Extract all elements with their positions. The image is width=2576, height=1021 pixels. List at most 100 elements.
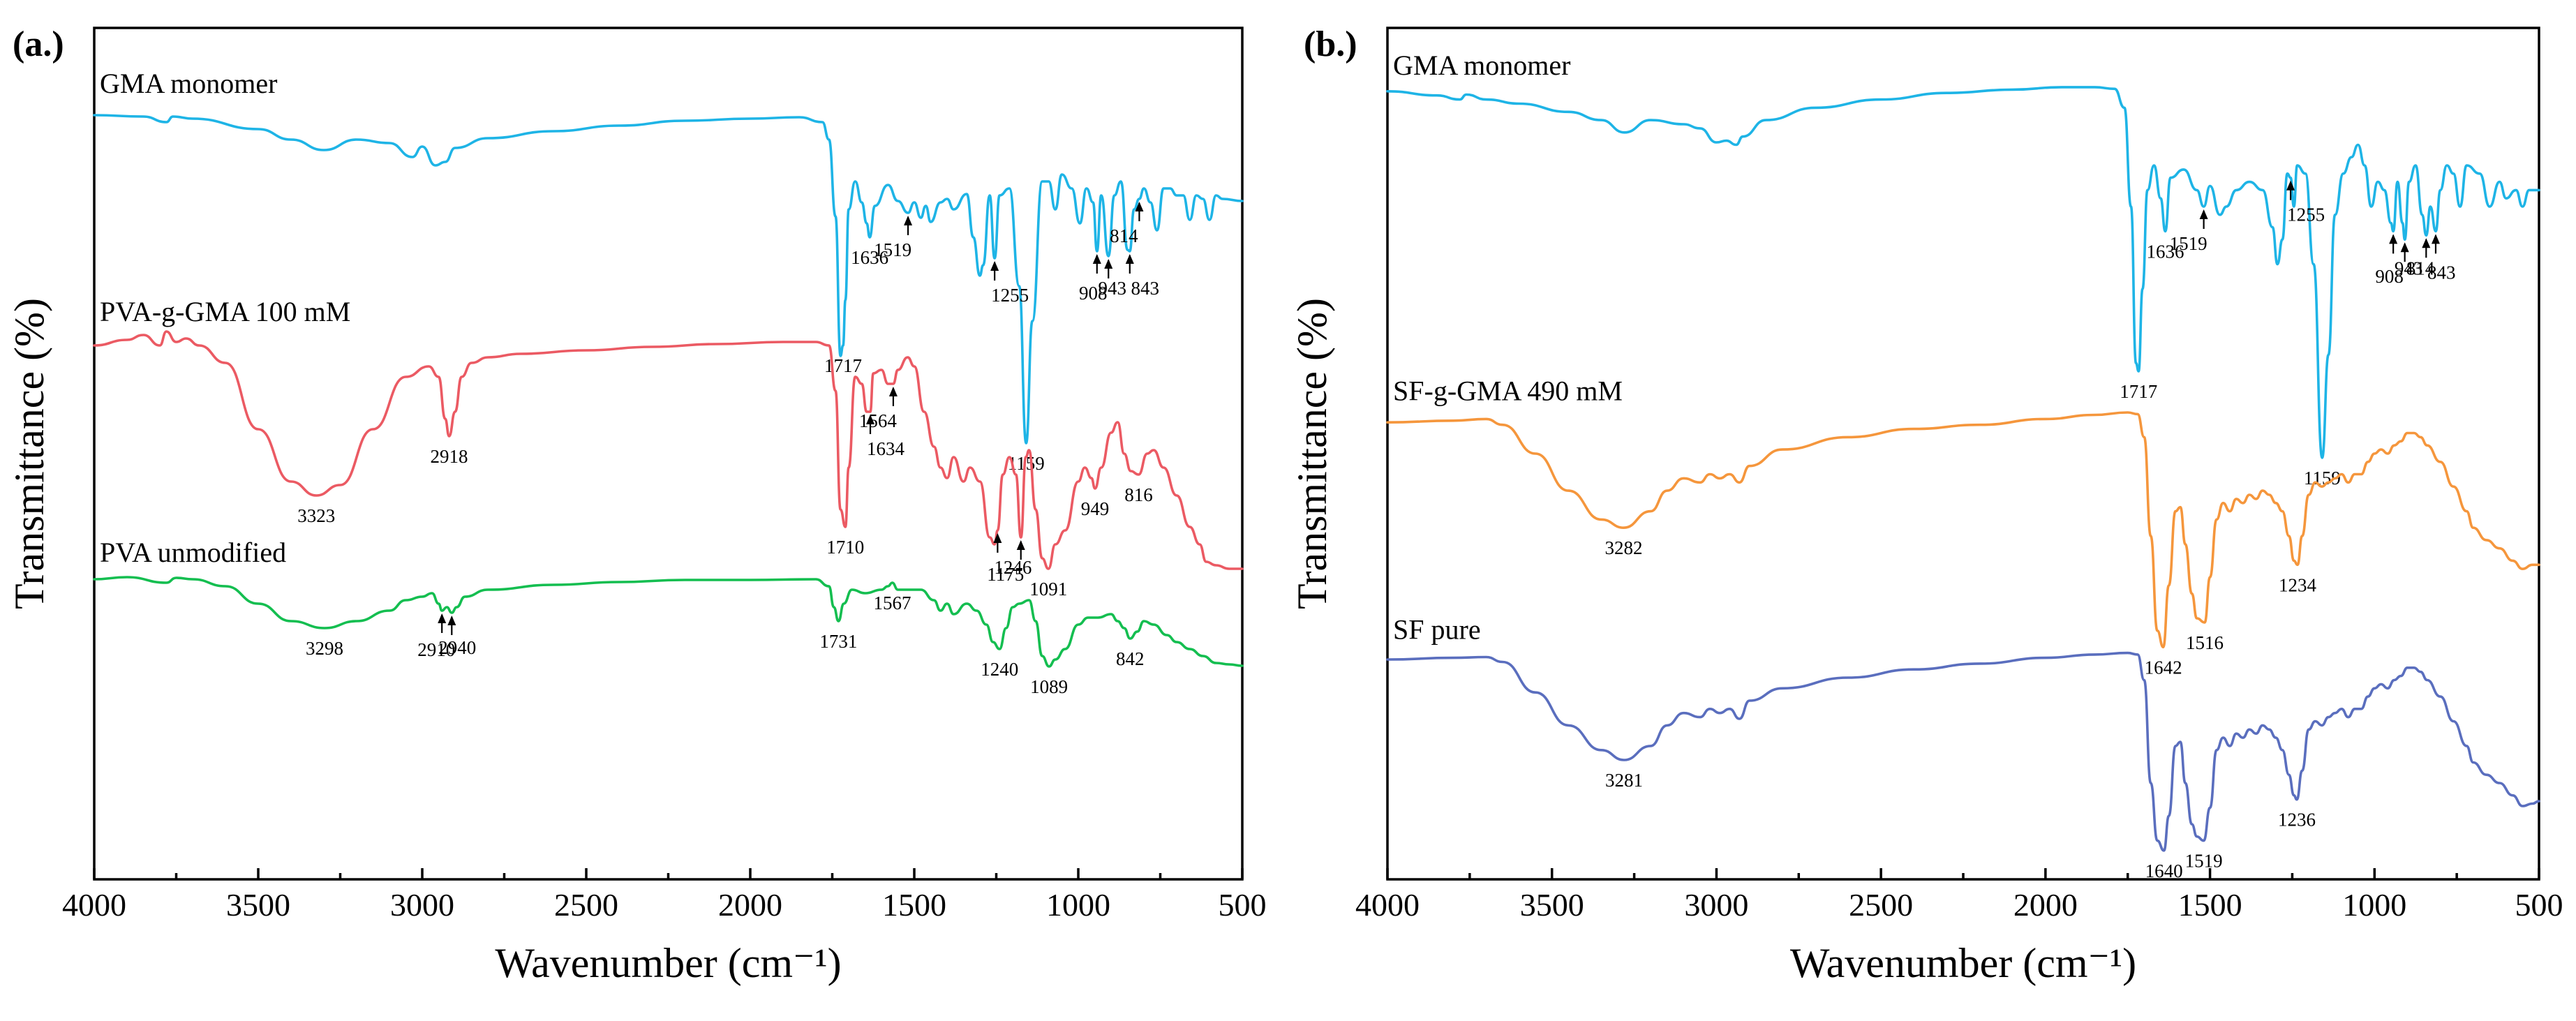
panel-a: 4000 3500 3000 2500 2000 1500 1000 500 Wavenumbe… bbox=[6, 24, 1267, 986]
x-tick-label: 2500 bbox=[554, 887, 618, 923]
peak-annotation: 1640 bbox=[2145, 860, 2183, 881]
peak-annotation: 814 bbox=[1110, 225, 1138, 246]
x-tick-label: 4000 bbox=[62, 887, 126, 923]
panel-label: (a.) bbox=[13, 24, 64, 64]
peak-annotation: 814 bbox=[2406, 258, 2435, 278]
peak-annotation: 3281 bbox=[1605, 770, 1643, 791]
series-name-label: PVA-g-GMA 100 mM bbox=[100, 296, 350, 327]
peak-annotation: 1636 bbox=[851, 247, 888, 268]
peak-annotation: 1642 bbox=[2145, 657, 2182, 678]
x-tick-label: 4000 bbox=[1355, 887, 1420, 923]
peak-annotation: 3282 bbox=[1605, 537, 1642, 558]
annotation-arrowhead bbox=[1125, 254, 1134, 264]
peak-annotation: 943 bbox=[2395, 258, 2423, 278]
annotation-arrowhead bbox=[447, 616, 456, 625]
x-tick-label: 2000 bbox=[2013, 887, 2078, 923]
peak-annotation: 1564 bbox=[859, 410, 898, 431]
x-tick-label: 3000 bbox=[390, 887, 454, 923]
peak-annotation: 1519 bbox=[2185, 851, 2223, 872]
x-tick-label: 3500 bbox=[226, 887, 290, 923]
annotation-arrowhead bbox=[2400, 242, 2409, 253]
annotation-arrowhead bbox=[2199, 209, 2208, 219]
x-tick-label: 1000 bbox=[2342, 887, 2406, 923]
annotation-arrowhead bbox=[990, 261, 999, 271]
series-line bbox=[1386, 86, 2540, 459]
x-tick-label: 1500 bbox=[2178, 887, 2242, 923]
peak-annotation: 1089 bbox=[1030, 676, 1068, 697]
peak-annotation: 816 bbox=[1124, 484, 1153, 505]
annotation-arrowhead bbox=[904, 216, 913, 225]
annotation-arrowhead bbox=[438, 613, 447, 623]
annotation-arrowhead bbox=[2389, 234, 2398, 244]
peak-annotation: 843 bbox=[1131, 278, 1160, 299]
peak-annotation: 1717 bbox=[2120, 381, 2157, 402]
annotation-arrowhead bbox=[993, 533, 1002, 543]
x-tick-label: 3500 bbox=[1520, 887, 1584, 923]
peak-annotation: 2940 bbox=[438, 637, 476, 658]
peak-annotation: 1731 bbox=[819, 631, 857, 652]
y-axis-title: Transmittance (%) bbox=[6, 298, 52, 609]
x-axis-title: Wavenumber (cm⁻¹) bbox=[495, 940, 841, 986]
plot-frame bbox=[93, 27, 1244, 881]
peak-annotation: 1240 bbox=[981, 659, 1018, 680]
peak-annotation: 949 bbox=[1081, 498, 1110, 519]
series-line bbox=[1386, 411, 2540, 649]
annotation-arrowhead bbox=[1016, 540, 1025, 550]
series-name-label: GMA monomer bbox=[1393, 50, 1570, 81]
x-tick-label: 3000 bbox=[1684, 887, 1748, 923]
panel-label: (b.) bbox=[1304, 24, 1357, 64]
x-tick-label: 1000 bbox=[1046, 887, 1110, 923]
annotation-arrowhead bbox=[1135, 202, 1144, 211]
x-axis-title: Wavenumber (cm⁻¹) bbox=[1790, 940, 2136, 986]
peak-annotation: 843 bbox=[2427, 262, 2456, 283]
peak-annotation: 1175 bbox=[987, 564, 1024, 585]
x-tick-label: 2000 bbox=[718, 887, 782, 923]
x-tick-label: 500 bbox=[1219, 887, 1267, 923]
peak-annotation: 943 bbox=[1099, 278, 1127, 299]
peak-annotation: 1710 bbox=[826, 537, 864, 558]
annotation-arrowhead bbox=[2431, 234, 2440, 244]
peak-annotation: 1234 bbox=[2279, 574, 2317, 595]
series-line bbox=[93, 576, 1244, 668]
x-tick-label: 1500 bbox=[882, 887, 946, 923]
series-name-label: SF-g-GMA 490 mM bbox=[1393, 375, 1623, 406]
series-name-label: GMA monomer bbox=[100, 68, 277, 99]
annotation-arrowhead bbox=[2286, 180, 2295, 191]
x-tick-label: 2500 bbox=[1849, 887, 1913, 923]
series-name-label: PVA unmodified bbox=[100, 537, 286, 568]
peak-annotation: 3298 bbox=[306, 638, 343, 659]
peak-annotation: 1567 bbox=[874, 593, 911, 613]
y-axis-title: Transmittance (%) bbox=[1289, 298, 1335, 609]
peak-annotation: 1255 bbox=[2287, 204, 2325, 225]
annotation-arrowhead bbox=[2422, 238, 2431, 248]
peak-annotation: 1519 bbox=[2170, 233, 2208, 254]
plot-frame bbox=[1386, 27, 2540, 881]
peak-annotation: 1236 bbox=[2278, 810, 2316, 830]
annotation-arrowhead bbox=[888, 387, 898, 396]
series-line bbox=[93, 330, 1244, 570]
panel-b: 4000 3500 3000 2500 2000 1500 1000 500 Wavenumbe… bbox=[1289, 24, 2563, 986]
peak-annotation: 1255 bbox=[991, 285, 1029, 306]
peak-annotation: 2918 bbox=[431, 446, 468, 467]
peak-annotation: 1717 bbox=[824, 355, 862, 376]
annotation-arrowhead bbox=[1104, 259, 1113, 269]
series-pva-g-gma-100-mm: PVA-g-GMA 100 mM 3323 2918 1710 1634 1564 1246… bbox=[93, 296, 1244, 599]
peak-annotation: 2910 bbox=[417, 639, 455, 660]
peak-annotation: 1516 bbox=[2186, 632, 2224, 653]
peak-annotation: 1519 bbox=[874, 239, 911, 260]
peak-annotation: 1634 bbox=[867, 438, 905, 459]
series-name-label: SF pure bbox=[1393, 614, 1481, 646]
peak-annotation: 908 bbox=[2375, 266, 2404, 287]
series-sf-pure: SF pure 3281 1640 1519 1236 bbox=[1386, 614, 2540, 881]
series-line bbox=[1386, 651, 2540, 852]
peak-annotation: 1091 bbox=[1029, 579, 1067, 599]
peak-annotation: 842 bbox=[1116, 648, 1145, 669]
series-line bbox=[93, 114, 1244, 445]
annotation-arrowhead bbox=[866, 415, 875, 424]
